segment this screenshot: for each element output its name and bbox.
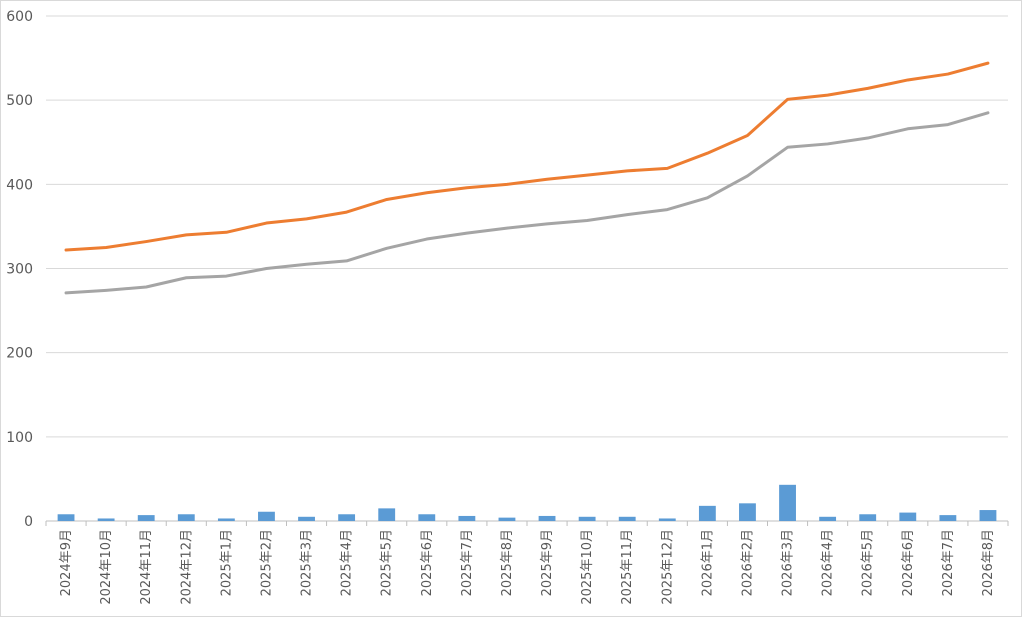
bar xyxy=(418,514,436,521)
series-line-2 xyxy=(64,111,990,295)
bar xyxy=(217,518,235,521)
y-tick-label: 400 xyxy=(6,177,33,193)
bar xyxy=(258,511,275,521)
x-tick-label: 2026年2月 xyxy=(740,529,755,596)
x-tick-label: 2026年4月 xyxy=(821,529,836,596)
x-tick-label: 2024年12月 xyxy=(179,529,194,605)
bar xyxy=(698,505,716,521)
bar xyxy=(97,518,115,521)
bar xyxy=(658,518,676,521)
x-tick-label: 2024年9月 xyxy=(59,529,74,596)
y-tick-label: 300 xyxy=(6,262,33,278)
bar xyxy=(338,514,356,521)
bar xyxy=(739,503,756,521)
x-tick-label: 2025年11月 xyxy=(620,529,635,605)
x-tick-label: 2026年1月 xyxy=(700,529,715,596)
x-tick-label: 2026年3月 xyxy=(781,529,796,596)
x-tick-label: 2025年8月 xyxy=(500,529,515,596)
x-tick-label: 2025年5月 xyxy=(380,529,395,596)
x-tick-label: 2025年4月 xyxy=(340,529,355,596)
x-tick-label: 2025年3月 xyxy=(300,529,315,596)
y-tick-label: 200 xyxy=(6,346,33,362)
bar xyxy=(177,514,195,521)
bar xyxy=(538,515,556,521)
y-tick-label: 500 xyxy=(6,93,33,109)
x-tick-label: 2025年1月 xyxy=(219,529,234,596)
x-tick-label: 2026年7月 xyxy=(941,529,956,596)
x-tick-label: 2025年12月 xyxy=(660,529,675,605)
x-tick-label: 2024年10月 xyxy=(99,529,114,605)
bar xyxy=(498,517,516,521)
y-tick-label: 600 xyxy=(6,9,33,25)
bar xyxy=(378,508,396,521)
bar xyxy=(618,516,636,521)
bar xyxy=(939,515,957,521)
bar xyxy=(819,516,837,521)
bar xyxy=(899,512,917,521)
bar xyxy=(779,484,796,521)
x-tick-label: 2025年7月 xyxy=(460,529,475,596)
x-tick-label: 2025年9月 xyxy=(540,529,555,596)
bar xyxy=(458,515,476,521)
x-tick-label: 2025年6月 xyxy=(420,529,435,596)
x-tick-label: 2024年11月 xyxy=(139,529,154,605)
x-tick-label: 2025年10月 xyxy=(580,529,595,605)
x-tick-label: 2026年6月 xyxy=(901,529,916,596)
series-line-1 xyxy=(64,61,990,252)
bar xyxy=(137,515,155,521)
bar xyxy=(979,510,997,521)
x-tick-label: 2026年5月 xyxy=(861,529,876,596)
x-tick-label: 2026年8月 xyxy=(981,529,996,596)
bar xyxy=(57,514,75,521)
y-tick-label: 100 xyxy=(6,430,33,446)
bar xyxy=(859,514,877,521)
y-tick-label: 0 xyxy=(24,514,33,530)
bar xyxy=(578,516,596,521)
x-tick-label: 2025年2月 xyxy=(259,529,274,596)
bar xyxy=(298,516,315,521)
